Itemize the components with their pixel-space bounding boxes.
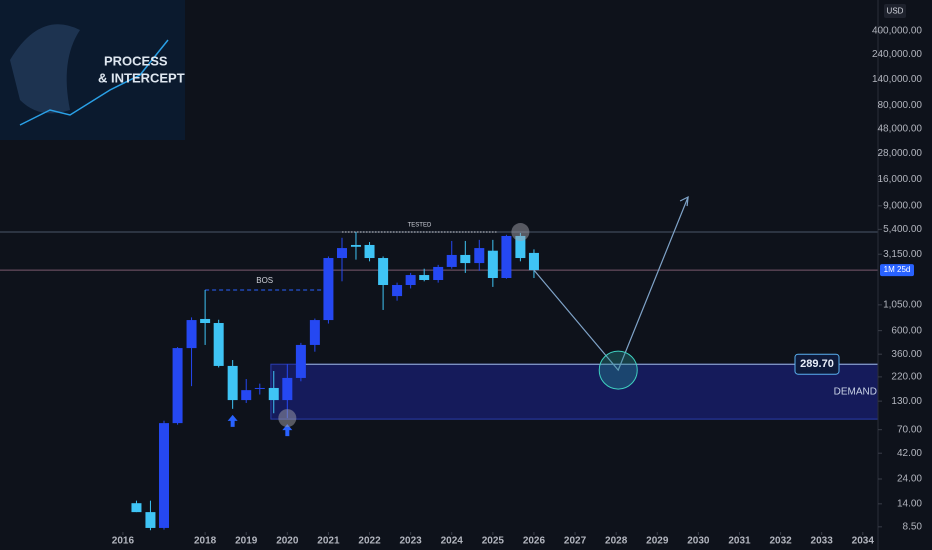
logo: PROCESS & INTERCEPT [0,0,185,140]
price-tag: 289.70 [800,358,834,370]
candle-body [268,387,279,401]
x-tick-label: 2016 [112,536,135,547]
y-tick-label: 400,000.00 [872,26,922,37]
y-tick-label: 3,150.00 [883,249,922,260]
candle-body [241,390,252,401]
y-tick-label: 240,000.00 [872,49,922,60]
y-tick-label: 600.00 [891,325,922,336]
y-tick-label: 14.00 [897,498,922,509]
candle-body [295,344,306,378]
x-tick-label: 2034 [852,536,875,547]
candle-body [227,365,238,401]
tested-label: TESTED [408,223,432,229]
y-tick-label: 360.00 [891,349,922,360]
last-price-tag-box [880,264,914,277]
candle-body [145,512,156,528]
logo-eagle [10,24,80,114]
candle-body [515,235,526,259]
x-tick-label: 2028 [605,536,628,547]
demand-label: DEMAND [834,386,877,397]
candle-body [309,320,320,345]
x-tick-label: 2027 [564,536,587,547]
signal-arrow [282,424,293,437]
candle-body [528,252,539,271]
currency: USD [887,7,904,16]
x-tick-label: 2032 [769,536,792,547]
y-tick-label: 24.00 [897,474,922,485]
candle-body [460,254,471,264]
high-circle [511,223,530,242]
y-tick-label: 8.50 [903,521,923,532]
y-tick-label: 80,000.00 [878,100,923,111]
x-tick-label: 2018 [194,536,217,547]
candle-body [446,254,457,267]
candle-body [419,275,430,281]
x-tick-label: 2029 [646,536,669,547]
candle-body [350,244,361,247]
projection-arrowhead [679,195,689,207]
y-tick-label: 48,000.00 [878,123,923,134]
x-tick-label: 2030 [687,536,710,547]
candle-body [282,377,293,401]
y-tick-label: 16,000.00 [878,174,923,185]
x-tick-label: 2033 [811,536,834,547]
bos-label: BOS [256,276,273,285]
x-tick-label: 2022 [358,536,381,547]
y-tick-label: 130.00 [891,396,922,407]
last-price-tag: 1M 25d [884,265,911,274]
x-tick-label: 2024 [441,536,464,547]
candle-body [186,320,197,349]
y-tick-label: 220.00 [891,372,922,383]
candle-body [254,387,265,389]
x-tick-label: 2026 [523,536,546,547]
candle-body [474,248,485,264]
candle-body [433,266,444,281]
logo-text: & INTERCEPT [98,70,185,85]
target-circle [598,350,638,390]
candle-body [364,244,375,259]
candle-body [336,248,347,259]
signal-arrow [227,414,238,427]
candle-body [200,318,211,324]
candle-body [378,258,389,286]
x-tick-label: 2021 [317,536,340,547]
demand-zone [270,363,879,420]
y-tick-label: 1,050.00 [883,299,922,310]
x-tick-label: 2025 [482,536,505,547]
candle-body [487,250,498,279]
y-tick-label: 5,400.00 [883,224,922,235]
candle-body [131,503,142,513]
candle-body [501,235,512,279]
candle-body [323,258,334,321]
x-tick-label: 2023 [400,536,423,547]
logo-text: PROCESS [104,53,168,68]
y-tick-label: 28,000.00 [878,148,923,159]
y-tick-label: 70.00 [897,424,922,435]
x-tick-label: 2020 [276,536,299,547]
candle-body [159,423,170,528]
currency-box [884,4,906,18]
candle-body [213,323,224,366]
y-tick-label: 9,000.00 [883,200,922,211]
logo-line [19,39,169,126]
price-tag-box [794,353,840,375]
x-tick-label: 2031 [728,536,751,547]
x-tick-label: 2019 [235,536,258,547]
candle-body [392,285,403,297]
candle-body [172,348,183,424]
y-tick-label: 42.00 [897,448,922,459]
projection-path [533,196,689,372]
y-tick-label: 140,000.00 [872,74,922,85]
plot: 2016 2018 2019 2020 2021 2022 2023 2024 2025 2026… [0,195,879,547]
low-circle [278,409,297,428]
candle-body [405,275,416,286]
